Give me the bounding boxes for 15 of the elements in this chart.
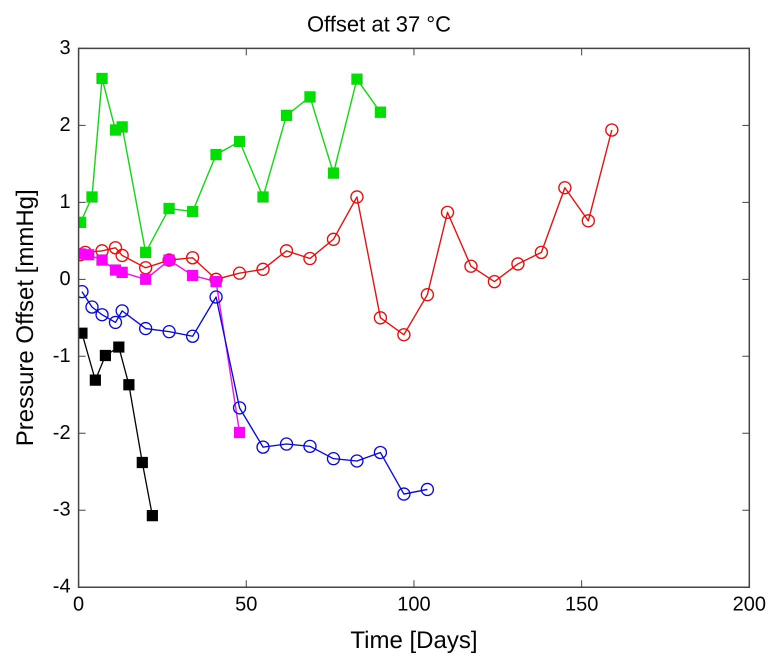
y-tick-label: -3 <box>52 498 71 521</box>
y-tick-label: -2 <box>52 422 71 444</box>
x-tick-label: 150 <box>564 594 598 616</box>
x-tick-label: 100 <box>397 594 431 616</box>
y-tick-label: -1 <box>52 344 71 367</box>
y-tick-label: 0 <box>59 268 71 290</box>
y-axis-title: Pressure Offset [mmHg] <box>12 189 40 446</box>
x-tick-label: 50 <box>235 594 258 616</box>
y-tick-label: -4 <box>52 576 71 598</box>
x-tick-label: 200 <box>732 594 766 616</box>
y-tick-label: 2 <box>59 114 71 136</box>
y-tick-label: 1 <box>59 190 71 213</box>
x-axis-title: Time [Days] <box>350 627 478 654</box>
chart-title: Offset at 37 °C <box>306 11 452 36</box>
y-tick-label: 3 <box>59 36 71 59</box>
